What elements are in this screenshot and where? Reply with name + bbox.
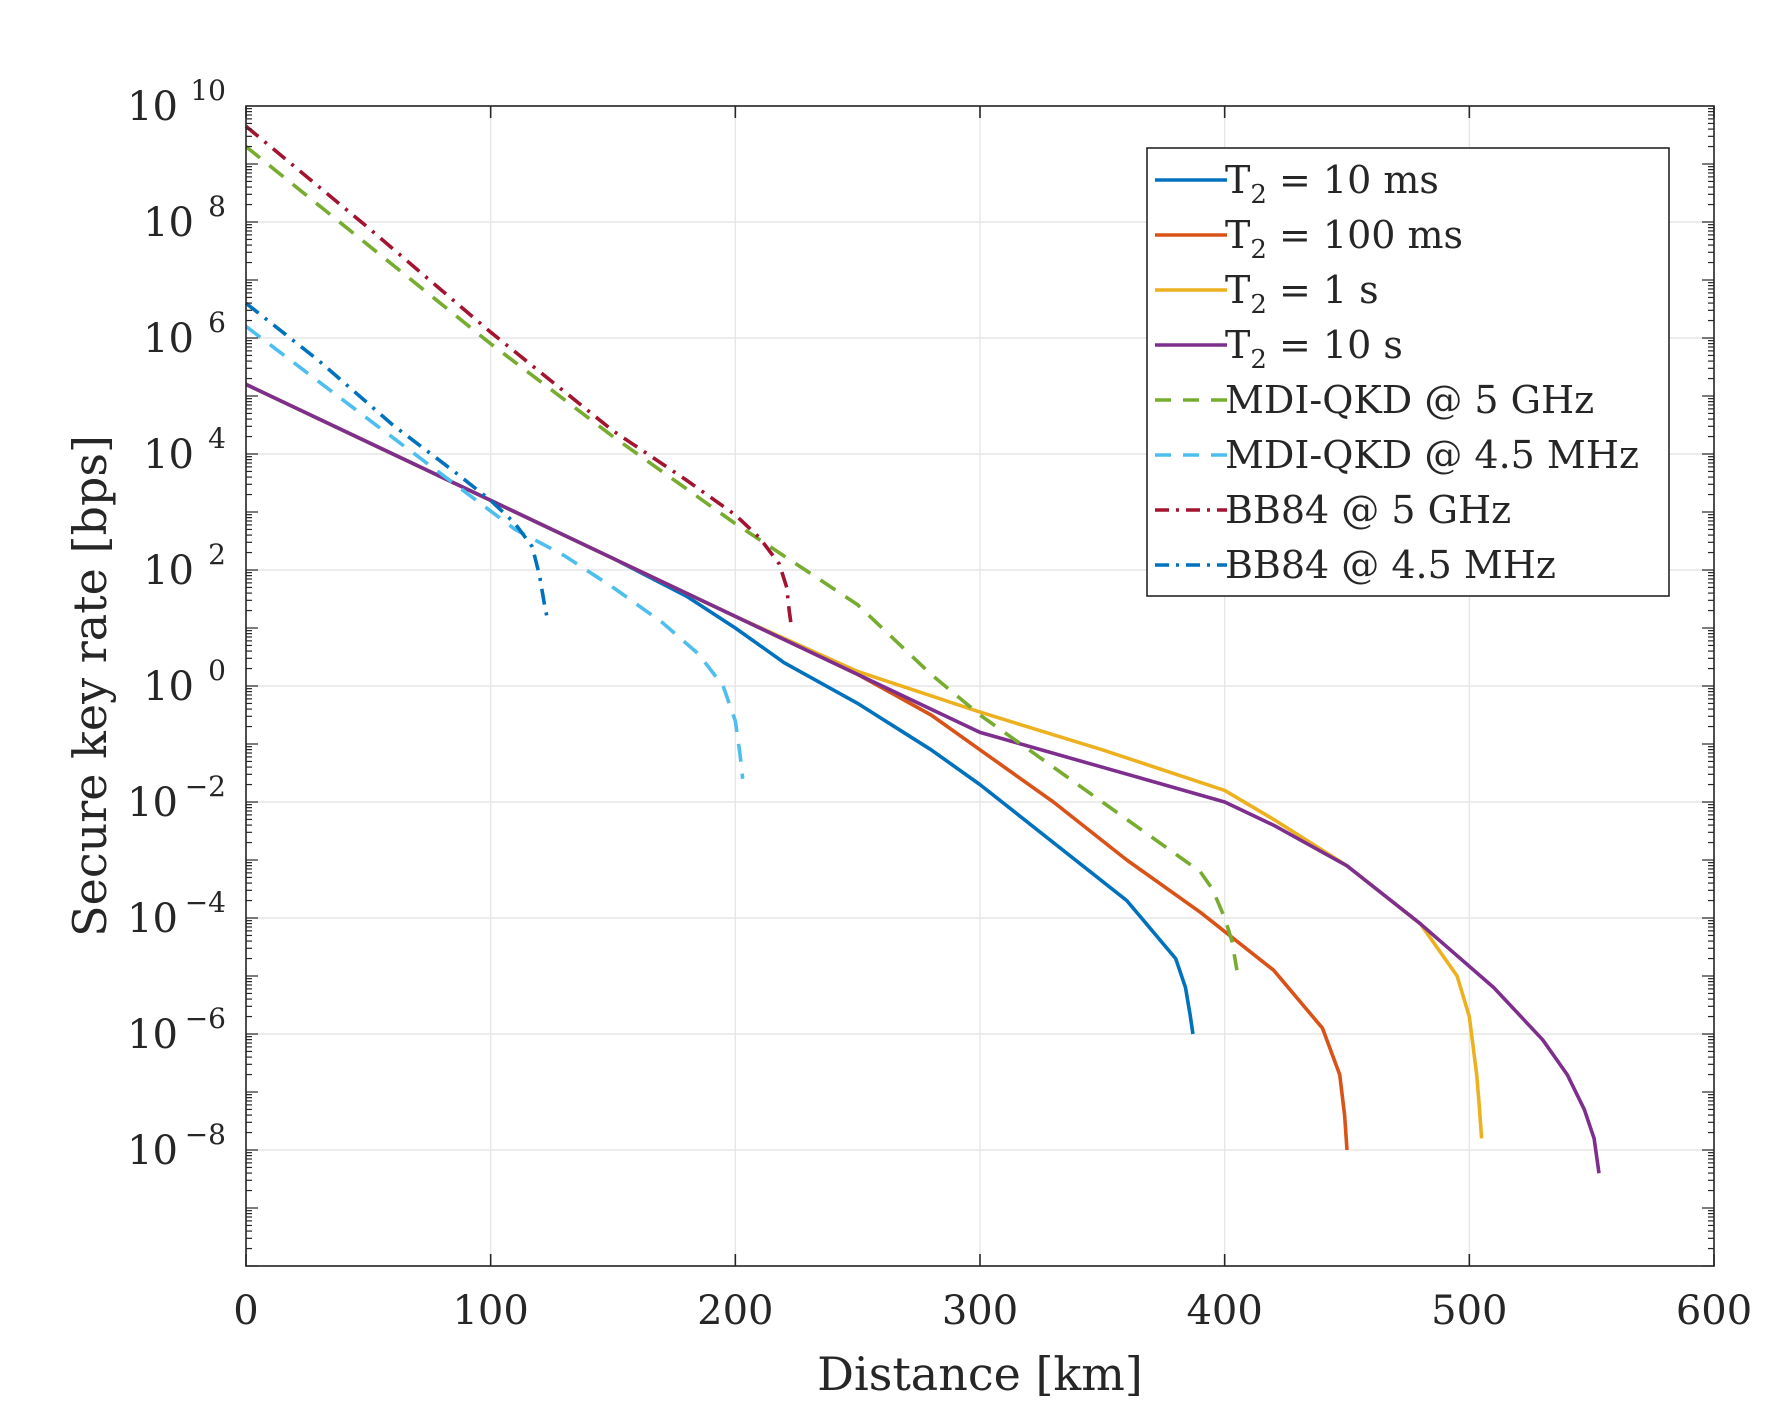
y-tick-label: 10 xyxy=(127,780,178,826)
y-tick-exponent: 2 xyxy=(208,538,226,571)
y-tick-label: 10 xyxy=(127,84,178,130)
y-axis-label: Secure key rate [bps] xyxy=(63,435,117,937)
y-tick-exponent: −8 xyxy=(185,1118,226,1151)
y-tick-label: 10 xyxy=(127,896,178,942)
y-tick-label: 10 xyxy=(143,664,194,710)
y-tick-exponent: 8 xyxy=(208,190,226,223)
legend-label-2: T2 = 100 ms xyxy=(1225,213,1463,265)
y-tick-label: 10 xyxy=(143,548,194,594)
legend-label-8: BB84 @ 4.5 MHz xyxy=(1225,543,1556,587)
y-tick-exponent: −4 xyxy=(185,886,226,919)
y-tick-label: 10 xyxy=(127,1128,178,1174)
x-tick-label: 200 xyxy=(697,1288,773,1334)
legend-label-5: MDI-QKD @ 5 GHz xyxy=(1225,378,1594,422)
legend-label-4: T2 = 10 s xyxy=(1225,323,1403,375)
series-line-6 xyxy=(244,324,745,779)
x-tick-label: 0 xyxy=(233,1288,258,1334)
y-tick-exponent: 4 xyxy=(208,422,226,455)
legend-box xyxy=(1146,147,1670,597)
series-layer xyxy=(244,124,1601,1174)
legend-label-1: T2 = 10 ms xyxy=(1225,158,1439,210)
x-tick-label: 300 xyxy=(942,1288,1018,1334)
series-line-8 xyxy=(244,301,549,617)
series-line-4 xyxy=(245,382,1601,1174)
y-tick-exponent: −6 xyxy=(185,1002,226,1035)
x-tick-label: 500 xyxy=(1431,1288,1507,1334)
y-tick-label: 10 xyxy=(127,1012,178,1058)
x-tick-label: 600 xyxy=(1676,1288,1752,1334)
legend-label-3: T2 = 1 s xyxy=(1225,268,1379,320)
series-line-5 xyxy=(244,145,1239,971)
y-tick-exponent: 0 xyxy=(208,654,226,687)
y-tick-label: 10 xyxy=(143,316,194,362)
x-tick-label: 100 xyxy=(452,1288,528,1334)
legend-label-6: MDI-QKD @ 4.5 MHz xyxy=(1225,433,1639,477)
y-tick-label: 10 xyxy=(143,432,194,478)
x-axis-label: Distance [km] xyxy=(817,1347,1143,1401)
x-tick-label: 400 xyxy=(1186,1288,1262,1334)
y-tick-exponent: −2 xyxy=(185,770,226,803)
legend-label-7: BB84 @ 5 GHz xyxy=(1225,488,1511,532)
y-tick-exponent: 6 xyxy=(208,306,226,339)
y-tick-label: 10 xyxy=(143,200,194,246)
y-tick-exponent: 10 xyxy=(190,74,226,107)
